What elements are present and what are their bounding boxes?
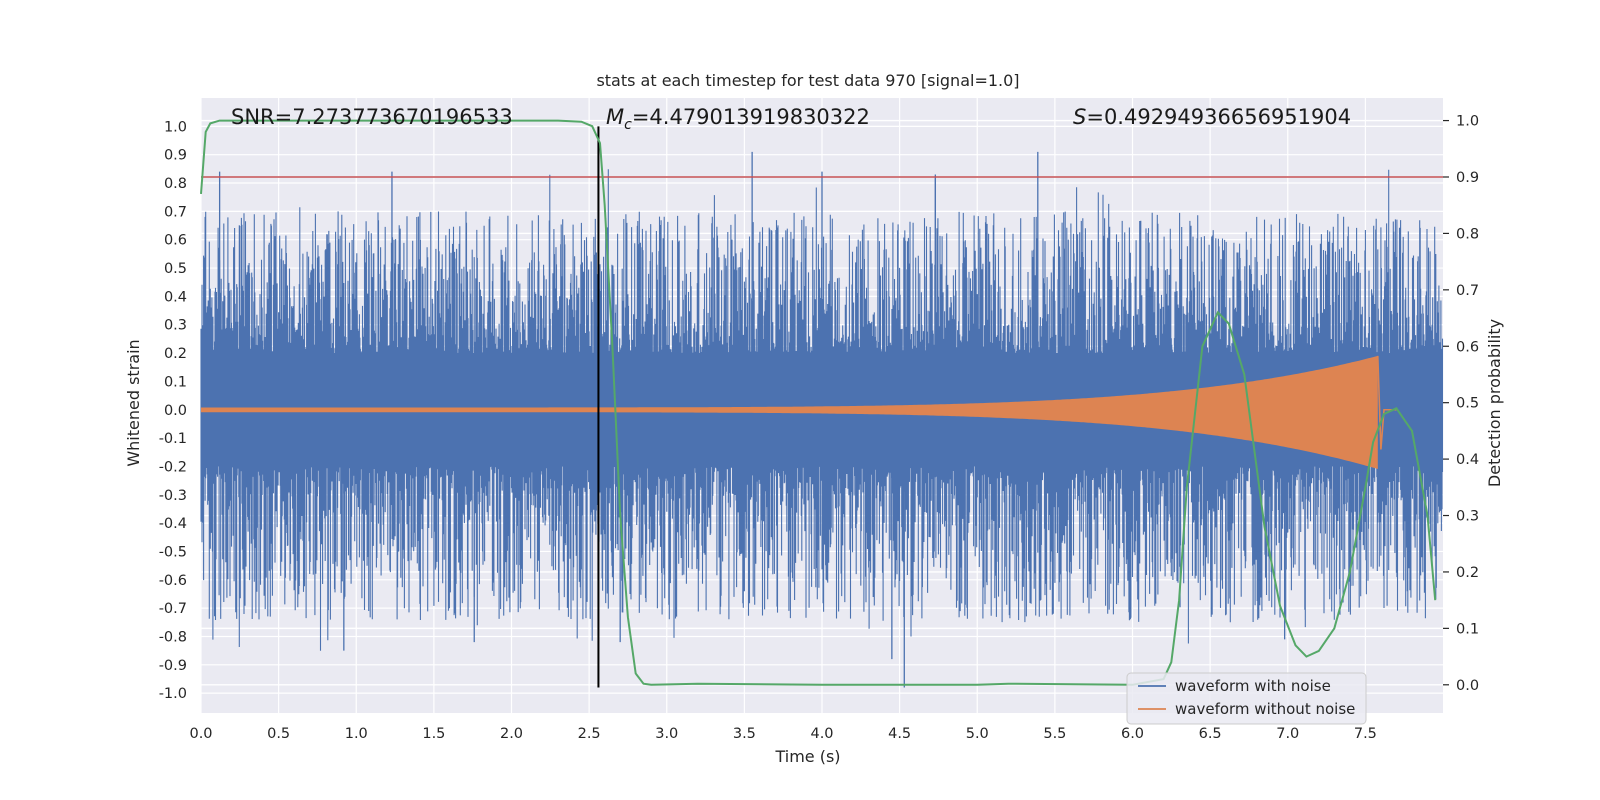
left-y-tick-label: 1.0 [164, 119, 187, 135]
right-y-tick-label: 0.9 [1456, 170, 1479, 186]
left-y-tick-label: 0.7 [164, 204, 187, 220]
s-annotation: S=0.49294936656951904 [1073, 105, 1351, 129]
left-y-tick-label: -0.8 [159, 629, 187, 645]
x-tick-label: 1.0 [345, 726, 368, 742]
left-y-tick-label: -1.0 [159, 686, 187, 702]
series-waveform-without-noise [201, 355, 1397, 469]
right-y-tick-label: 0.8 [1456, 226, 1479, 242]
x-tick-label: 6.0 [1121, 726, 1144, 742]
x-axis-label: Time (s) [774, 747, 840, 766]
left-y-tick-label: -0.9 [159, 658, 187, 674]
legend-label-noise: waveform with noise [1175, 677, 1331, 695]
left-y-tick-label: 0.9 [164, 148, 187, 164]
chirp-mass-annotation: Mc=4.479013919830322 [606, 105, 870, 133]
x-tick-label: 2.5 [578, 726, 601, 742]
right-y-tick-label: 1.0 [1456, 114, 1479, 130]
x-tick-label: 6.5 [1199, 726, 1222, 742]
left-y-tick-label: -0.3 [159, 488, 187, 504]
left-y-tick-label: -0.1 [159, 431, 187, 447]
left-y-tick-label: 0.8 [164, 176, 187, 192]
right-y-tick-label: 0.0 [1456, 678, 1479, 694]
legend: waveform with noise waveform without noi… [1126, 672, 1367, 725]
left-y-tick-label: -0.5 [159, 544, 187, 560]
x-axis-ticks: 0.0 0.5 1.0 1.5 2.0 2.5 3.0 3.5 4.0 4.5 5.0 5.5 6.0 6… [189, 726, 1376, 742]
left-y-tick-label: -0.6 [159, 573, 187, 589]
right-y-tick-label: 0.7 [1456, 283, 1479, 299]
x-tick-label: 5.0 [966, 726, 989, 742]
chirp-mass-value: =4.479013919830322 [632, 105, 870, 129]
right-y-axis-label: Detection probability [1485, 319, 1504, 487]
chirp-mass-symbol: M [606, 105, 624, 129]
legend-box [1126, 672, 1367, 725]
x-tick-label: 7.0 [1276, 726, 1299, 742]
snr-annotation: SNR=7.273773670196533 [231, 105, 513, 129]
right-y-tick-label: 0.2 [1456, 565, 1479, 581]
left-y-axis-label: Whitened strain [124, 339, 143, 466]
left-y-tick-label: 0.4 [164, 289, 187, 305]
x-tick-label: 2.0 [500, 726, 523, 742]
left-y-tick-label: 0.5 [164, 261, 187, 277]
left-y-tick-label: 0.0 [164, 403, 187, 419]
left-y-tick-label: -0.4 [159, 516, 187, 532]
x-tick-label: 7.5 [1354, 726, 1377, 742]
chirp-ringdown [1377, 355, 1397, 450]
x-tick-label: 4.5 [888, 726, 911, 742]
x-tick-label: 0.0 [189, 726, 212, 742]
x-tick-label: 0.5 [267, 726, 290, 742]
left-y-tick-label: 0.2 [164, 346, 187, 362]
x-tick-label: 3.0 [655, 726, 678, 742]
s-symbol: S [1073, 105, 1086, 129]
left-y-tick-label: 0.1 [164, 374, 187, 390]
x-tick-label: 1.5 [422, 726, 445, 742]
right-y-tick-label: 0.6 [1456, 339, 1479, 355]
x-tick-label: 5.5 [1043, 726, 1066, 742]
chirp-mass-subscript: c [624, 117, 632, 133]
chart-title: stats at each timestep for test data 970… [596, 71, 1019, 90]
left-y-tick-label: -0.2 [159, 459, 187, 475]
left-y-tick-label: -0.7 [159, 601, 187, 617]
right-y-tick-label: 0.3 [1456, 509, 1479, 525]
legend-label-no-noise: waveform without noise [1175, 700, 1355, 718]
chirp-envelope [201, 355, 1378, 469]
right-y-tick-label: 0.4 [1456, 452, 1479, 468]
left-y-axis-ticks: 1.0 0.9 0.8 0.7 0.6 0.5 0.4 0.3 0.2 0.1 0.0 -0.1 -0.… [159, 119, 187, 702]
right-y-tick-label: 0.1 [1456, 621, 1479, 637]
x-tick-label: 4.0 [810, 726, 833, 742]
left-y-tick-label: 0.6 [164, 233, 187, 249]
left-y-tick-label: 0.3 [164, 318, 187, 334]
s-value: =0.49294936656951904 [1086, 105, 1351, 129]
x-tick-label: 3.5 [733, 726, 756, 742]
right-y-axis-ticks: 1.0 0.9 0.8 0.7 0.6 0.5 0.4 0.3 0.2 0.1 0.0 [1443, 114, 1479, 694]
right-y-tick-label: 0.5 [1456, 396, 1479, 412]
